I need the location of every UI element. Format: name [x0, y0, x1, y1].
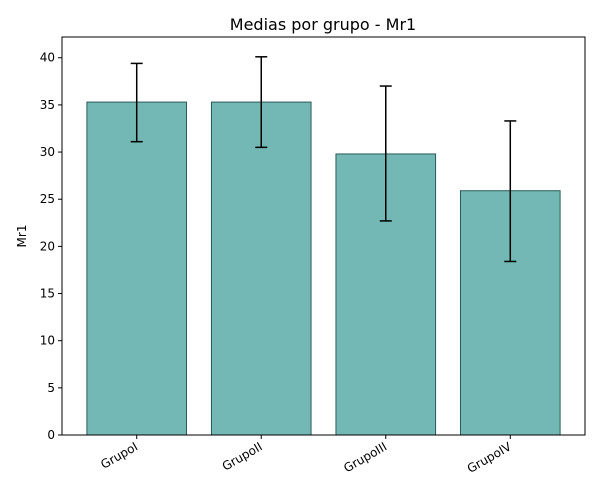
- x-tick-label-GrupoIV: GrupoIV: [465, 439, 515, 476]
- y-tick-label-40: 40: [40, 51, 55, 65]
- y-tick-label-35: 35: [40, 98, 55, 112]
- y-tick-label-5: 5: [47, 381, 55, 395]
- bar-GrupoI: [86, 101, 188, 436]
- plot-area: 0 5 10 15 20 25 30 35 40 GrupoI GrupoII GrupoIII Gru…: [40, 36, 586, 476]
- y-tick-label-25: 25: [40, 192, 55, 206]
- y-axis-label: Mr1: [15, 225, 29, 248]
- chart-title: Medias por grupo - Mr1: [230, 15, 416, 34]
- x-tick-label-GrupoIII: GrupoIII: [341, 439, 389, 475]
- y-tick-label-20: 20: [40, 239, 55, 253]
- y-tick-label-0: 0: [47, 428, 55, 442]
- x-tick-label-GrupoI: GrupoI: [98, 439, 140, 471]
- bar-GrupoII: [210, 101, 312, 436]
- y-tick-label-15: 15: [40, 287, 55, 301]
- axes-frame: [61, 36, 586, 436]
- y-tick-label-10: 10: [40, 334, 55, 348]
- x-tick-label-GrupoII: GrupoII: [220, 439, 265, 473]
- y-tick-label-30: 30: [40, 145, 55, 159]
